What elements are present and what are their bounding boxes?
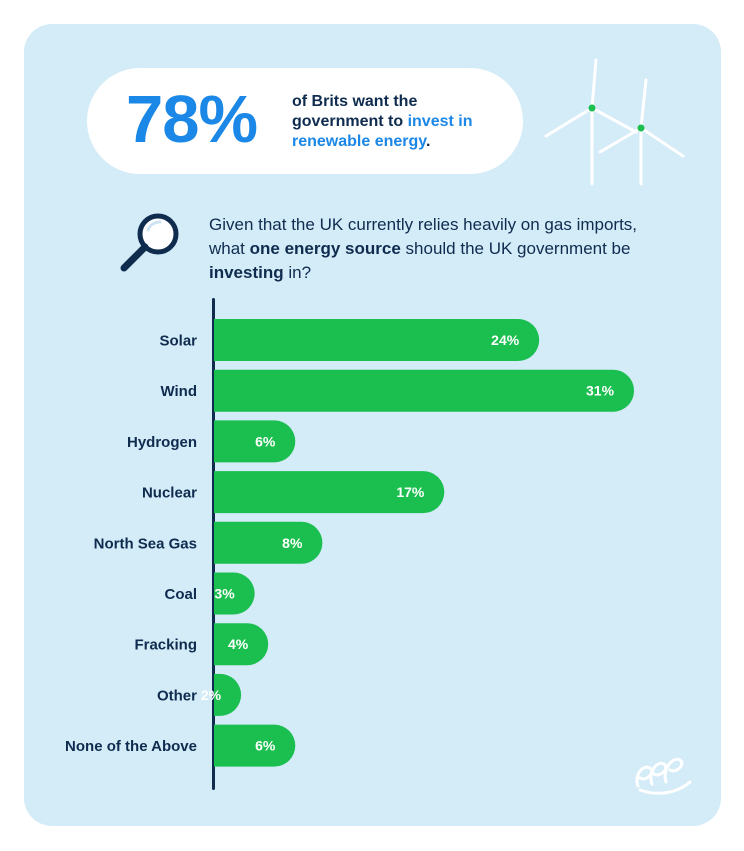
bar-fracking [214,623,269,666]
brand-logo-icon [635,757,692,795]
value-label: 17% [396,484,425,500]
stat-end: . [425,133,431,150]
category-label: Nuclear [142,485,197,502]
magnifier-icon [120,213,179,272]
wind-turbine-icon [544,58,685,186]
stat-highlight-1: invest [407,113,454,130]
category-label: North Sea Gas [94,535,197,552]
bar-nuclear [214,471,445,514]
survey-question: Given that the UK currently relies heavi… [209,213,659,285]
value-label: 8% [282,535,303,551]
question-part3: in? [283,263,312,282]
category-label: None of the Above [65,738,197,755]
bar-north-sea-gas [214,521,323,564]
bar-coal [214,572,255,615]
question-bold2: investing [209,263,284,282]
category-label: Solar [159,333,197,350]
value-label: 31% [586,383,615,399]
category-label: Hydrogen [127,434,197,451]
bar-hydrogen [214,420,296,463]
value-label: 2% [201,687,222,703]
question-part1: Given that the UK currently relies heavi… [209,215,638,258]
stat-line2: government to [292,113,404,130]
stat-number: 78% [126,82,258,157]
question-bold1: one energy source [249,239,401,258]
question-part2: should the UK government be [400,239,631,258]
bar-none-of-the-above [214,724,296,767]
category-label: Coal [164,586,197,603]
stat-line1: of Brits want the [292,93,418,110]
stat-highlight-2: in renewable energy [292,113,473,150]
bar-solar [214,319,540,361]
value-label: 24% [491,332,520,348]
y-axis-line [212,298,215,790]
value-label: 6% [255,738,276,754]
stat-text: of Brits want the government to invest i… [292,92,512,152]
value-label: 6% [255,433,276,449]
stat-pill [87,68,523,174]
value-label: 3% [214,586,235,602]
value-label: 4% [228,636,249,652]
category-label: Other [157,687,197,704]
bar-wind [214,369,635,412]
bar-other [214,673,242,716]
category-label: Wind [160,383,197,400]
category-label: Fracking [134,637,197,654]
